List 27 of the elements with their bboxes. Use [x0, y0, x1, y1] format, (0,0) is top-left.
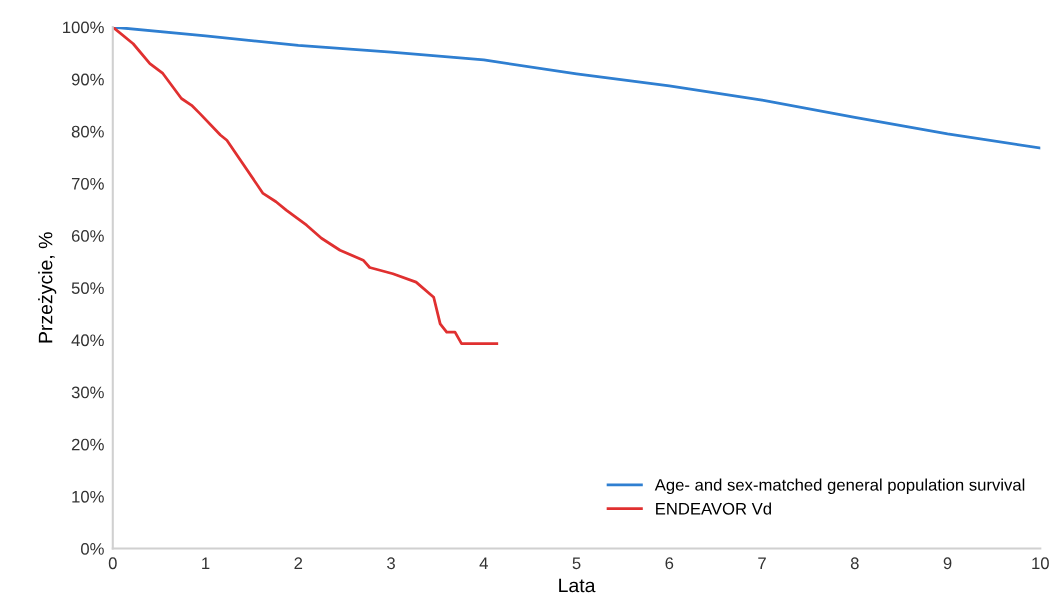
x-tick-label: 9	[943, 557, 952, 570]
x-tick-label: 2	[294, 557, 303, 569]
x-tick-label: 1	[202, 557, 210, 569]
x-axis-title: Lata	[559, 578, 596, 593]
x-tick-label: 3	[387, 557, 395, 570]
x-tick-label: 5	[572, 557, 581, 570]
y-tick-label: 70%	[71, 177, 104, 190]
legend-label: Age- and sex-matched general population survival	[654, 478, 1025, 495]
x-tick-label: 6	[665, 557, 674, 570]
y-tick-label: 80%	[71, 125, 104, 138]
y-tick-label: 0%	[81, 542, 104, 555]
y-tick-label: 100%	[63, 21, 104, 34]
x-tick-label: 7	[758, 557, 766, 569]
x-tick-label: 4	[479, 557, 488, 569]
y-tick-label: 90%	[71, 73, 104, 86]
y-tick-label: 10%	[72, 490, 104, 503]
line-series	[112, 27, 499, 346]
y-tick-label: 20%	[71, 438, 104, 451]
legend-label: ENDEAVOR Vd	[656, 502, 771, 515]
x-tick-label: 0	[108, 557, 117, 570]
y-tick-label: 40%	[71, 334, 104, 347]
y-axis-title: Przeżycie, %	[38, 232, 57, 343]
y-tick-label: 60%	[71, 230, 104, 242]
y-tick-label: 50%	[71, 282, 104, 295]
y-tick-label: 30%	[71, 386, 104, 399]
x-tick-label: 8	[850, 557, 859, 570]
x-tick-label: 10	[1032, 557, 1049, 570]
